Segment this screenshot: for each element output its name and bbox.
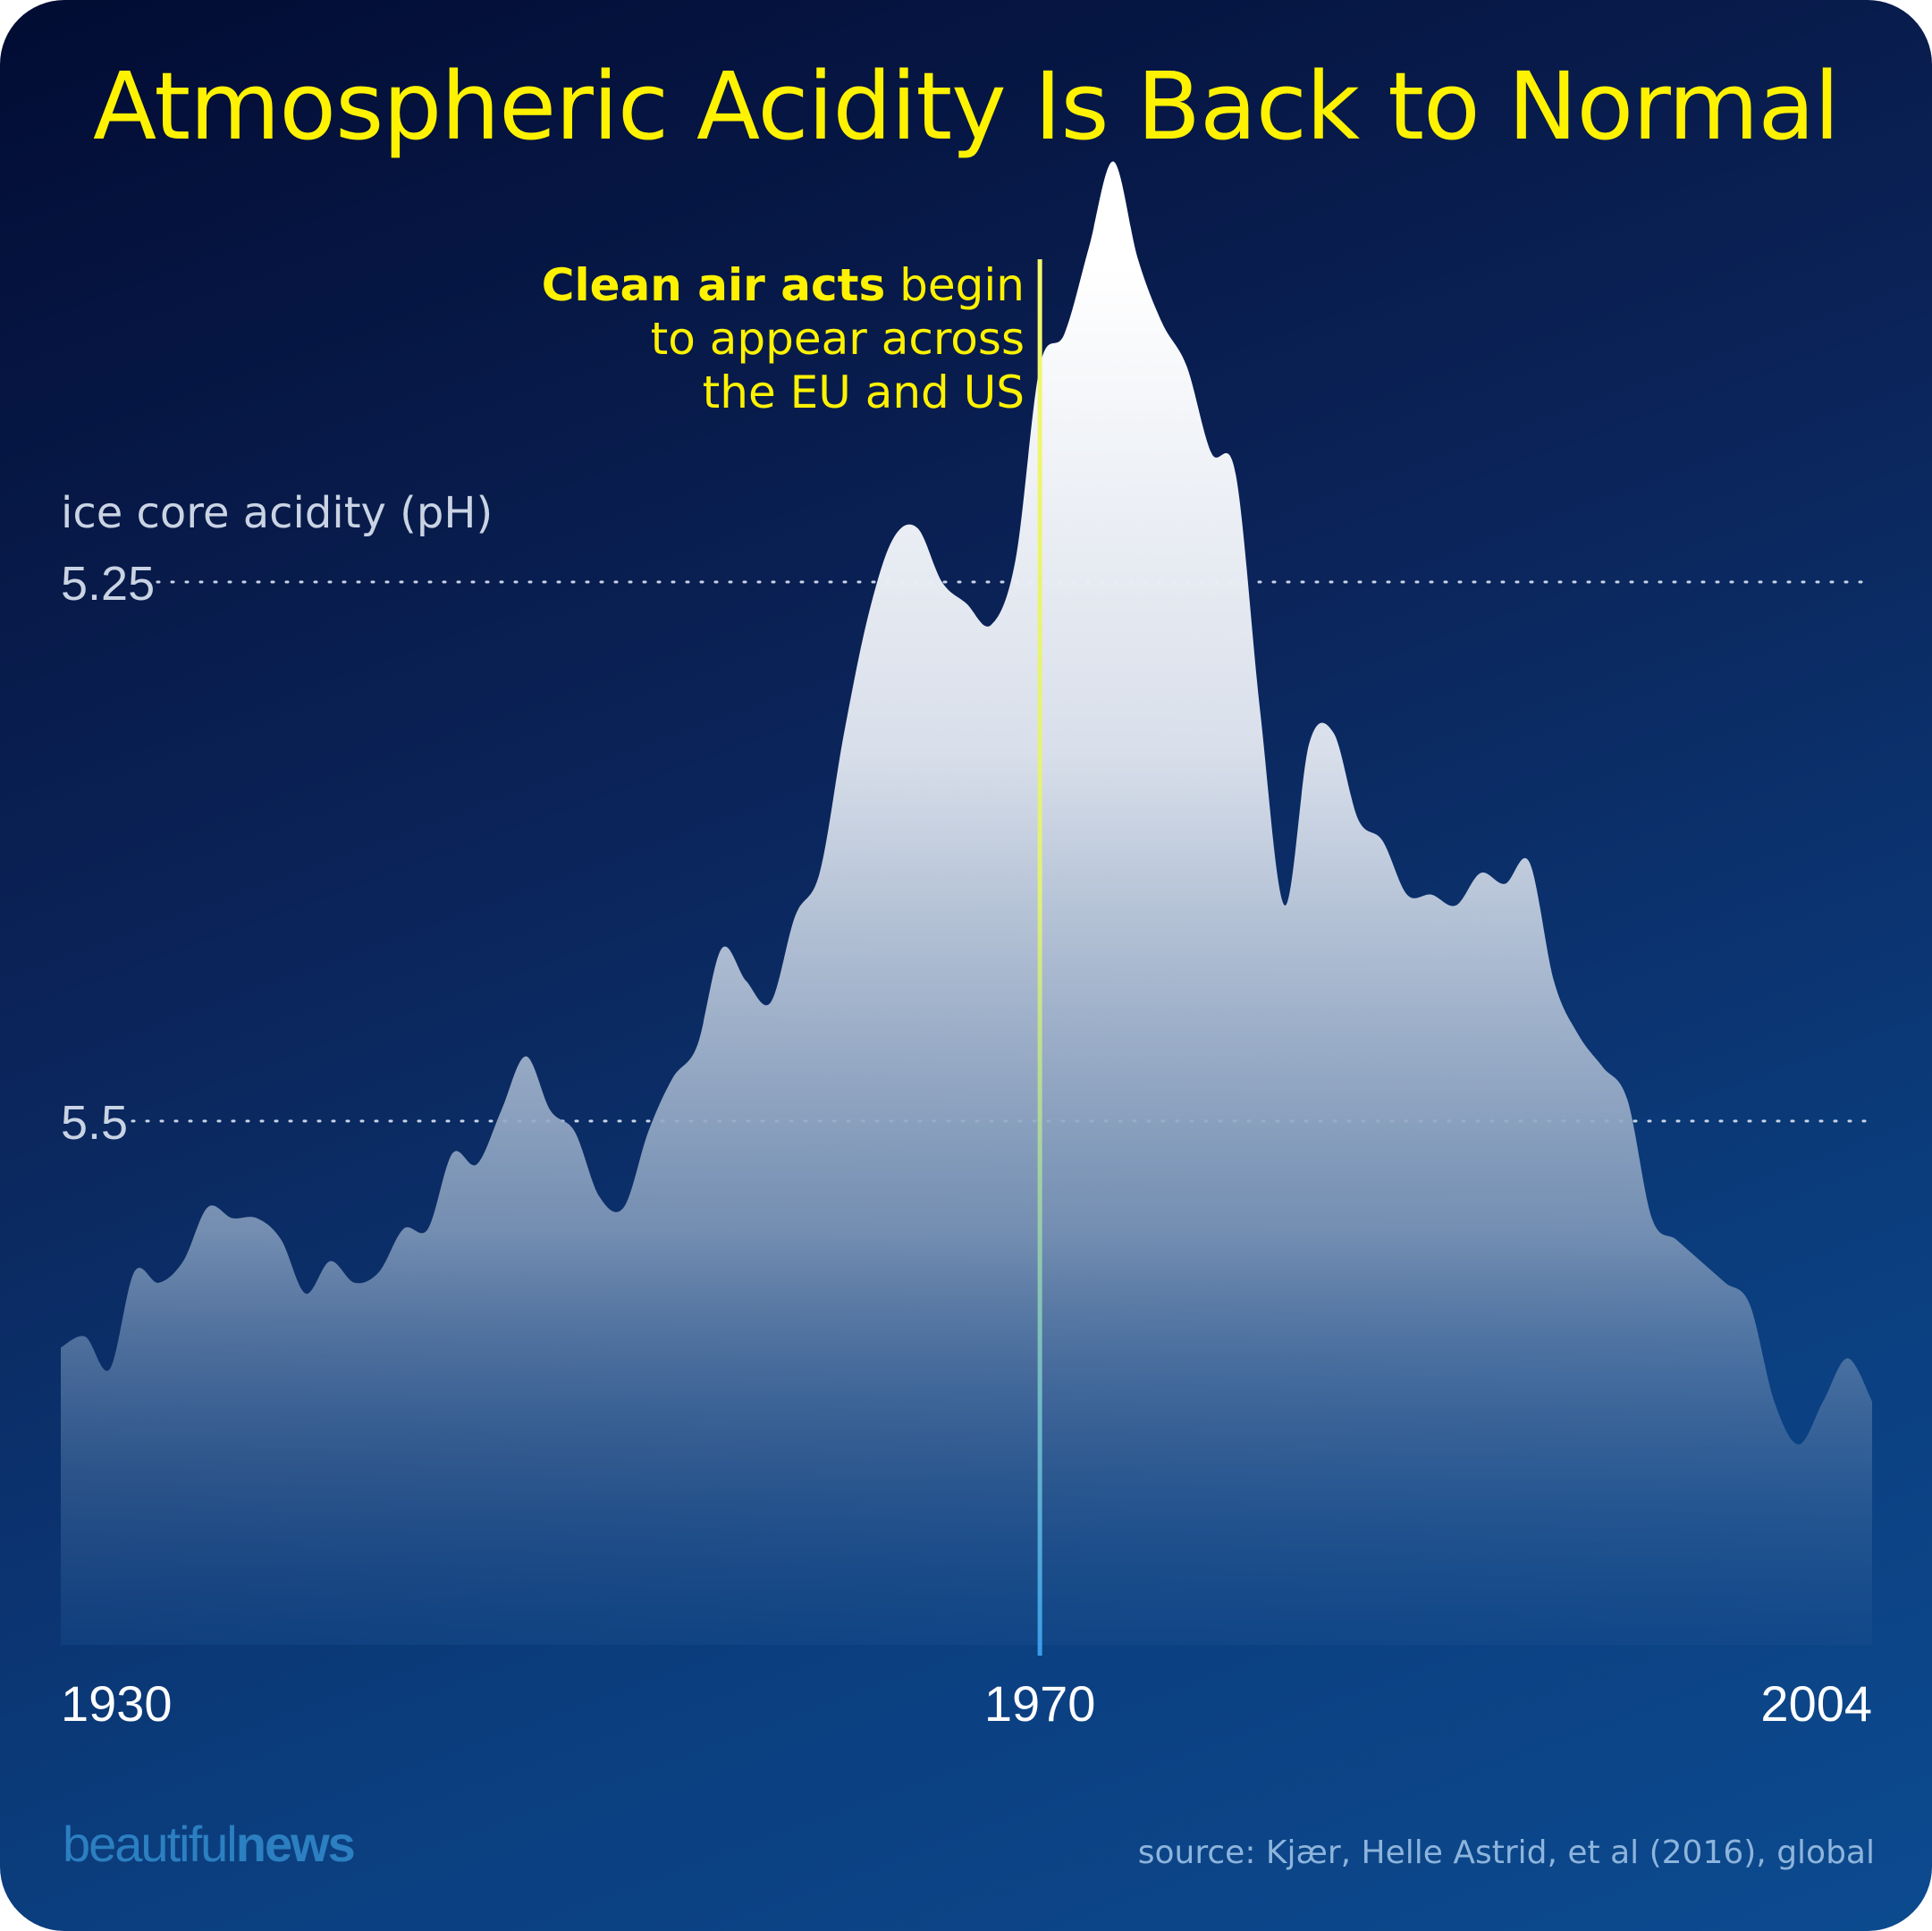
y-tick-labels: 5.25 5.5 <box>61 557 155 1150</box>
x-tick-label: 1970 <box>984 1675 1096 1732</box>
x-tick-label: 2004 <box>1760 1675 1872 1732</box>
annotation-line-2: to appear across <box>651 313 1025 365</box>
beautiful-news-logo: beautifulnews <box>63 1815 356 1873</box>
x-tick-label: 1930 <box>61 1675 173 1732</box>
y-axis-label: ice core acidity (pH) <box>61 488 493 538</box>
annotation-line-1: Clean air acts begin <box>542 259 1025 311</box>
annotation-begin: begin <box>899 259 1025 311</box>
logo-light: beautiful <box>63 1816 238 1872</box>
annotation: Clean air acts begin to appear across th… <box>542 259 1025 418</box>
chart-title: Atmospheric Acidity Is Back to Normal <box>93 52 1840 161</box>
y-tick-label: 5.25 <box>61 557 155 611</box>
logo-bold: news <box>235 1816 356 1872</box>
y-tick-label: 5.5 <box>61 1096 128 1150</box>
x-tick-labels: 1930 1970 2004 <box>61 1675 1872 1732</box>
annotation-line-3: the EU and US <box>703 367 1025 418</box>
source-credit: source: Kjær, Helle Astrid, et al (2016)… <box>1137 1834 1875 1871</box>
annotation-bold: Clean air acts <box>542 259 885 311</box>
acidity-area <box>61 161 1872 1645</box>
clean-air-acts-marker-line <box>1037 259 1042 1656</box>
